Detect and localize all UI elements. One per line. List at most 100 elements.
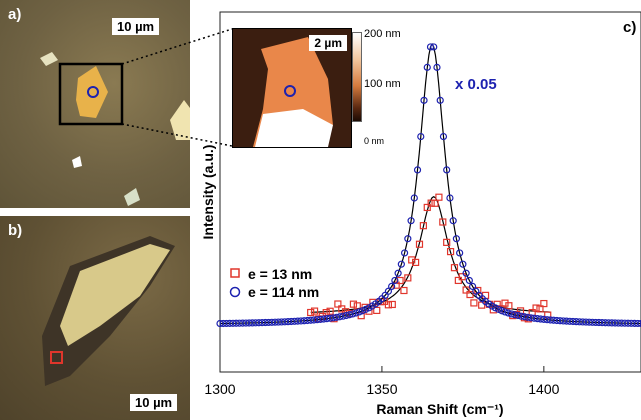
data-point-red <box>400 286 408 295</box>
data-point-blue <box>339 312 347 320</box>
data-point-red <box>470 299 478 307</box>
data-point-blue <box>517 312 525 320</box>
data-point-blue <box>498 307 506 315</box>
inset-scale-bar: 2 µm <box>309 35 347 51</box>
data-point-blue <box>355 308 363 316</box>
data-point-red <box>450 264 459 272</box>
data-point-blue <box>469 282 477 290</box>
data-point-red <box>439 218 447 226</box>
data-point-blue <box>394 269 402 277</box>
data-point-red <box>384 301 392 309</box>
colorbar-label-top: 200 nm <box>364 28 401 40</box>
data-point-blue <box>410 194 418 202</box>
thick-flake-b <box>60 244 170 346</box>
x-axis-label: Raman Shift (cm⁻¹) <box>376 401 503 417</box>
afm-flake <box>253 37 333 147</box>
data-point-red <box>419 222 427 230</box>
afm-inset: 2 µm <box>232 28 352 148</box>
panel-b-label: b) <box>8 222 23 239</box>
data-point-blue <box>507 310 516 318</box>
flake-a-3 <box>40 52 58 66</box>
data-point-blue <box>511 311 519 319</box>
data-point-blue <box>332 313 341 321</box>
data-point-red <box>431 199 439 207</box>
panel-b-flakes <box>42 236 175 386</box>
data-point-red <box>326 307 334 315</box>
data-point-red <box>478 301 486 309</box>
legend: e = 13 nm e = 114 nm <box>229 266 319 300</box>
data-point-red <box>443 238 451 246</box>
data-point-blue <box>417 132 425 141</box>
legend-marker-red <box>230 268 240 278</box>
data-point-blue <box>426 43 435 51</box>
data-point-red <box>412 258 420 267</box>
scale-annotation: x 0.05 <box>455 76 497 93</box>
data-point-blue <box>520 313 529 321</box>
data-point-red <box>532 304 540 312</box>
data-point-blue <box>637 319 641 328</box>
data-point-red <box>536 305 544 313</box>
data-point-blue <box>391 276 399 285</box>
data-point-blue <box>439 132 448 141</box>
data-point-red <box>435 193 443 201</box>
x-tick-label: 1400 <box>528 381 559 397</box>
data-point-blue <box>358 307 367 315</box>
data-point-blue <box>436 96 444 104</box>
data-point-blue <box>465 276 473 285</box>
data-point-blue <box>388 282 396 290</box>
data-point-red <box>349 300 358 308</box>
flake-a-5 <box>124 188 140 206</box>
data-point-red <box>307 308 315 317</box>
x-tick-label: 1350 <box>366 381 397 397</box>
data-point-red <box>446 247 455 256</box>
data-point-blue <box>433 63 441 71</box>
colorbar-label-mid: 100 nm <box>364 78 401 90</box>
y-axis-label: Intensity (a.u.) <box>200 145 216 240</box>
data-point-red <box>388 300 396 309</box>
data-point-blue <box>404 235 412 243</box>
data-point-blue <box>449 217 457 225</box>
data-point-blue <box>430 43 438 51</box>
data-point-red <box>505 302 513 310</box>
data-point-blue <box>514 311 522 320</box>
data-point-blue <box>407 217 415 225</box>
data-point-blue <box>329 314 337 322</box>
measurement-spot-inset <box>284 85 296 97</box>
data-point-blue <box>345 311 354 319</box>
legend-label-blue: e = 114 nm <box>248 284 319 300</box>
data-point-blue <box>494 305 503 313</box>
data-point-red <box>310 307 319 315</box>
data-point-blue <box>420 96 428 104</box>
panel-c-label: c) <box>623 19 636 36</box>
data-point-blue <box>400 249 409 257</box>
data-point-red <box>353 302 361 310</box>
data-point-red <box>396 276 404 285</box>
panel-a-label: a) <box>8 6 22 23</box>
panel-a-flakes <box>40 52 190 206</box>
zoom-box <box>58 62 124 126</box>
data-point-red <box>427 199 435 207</box>
afm-colorbar <box>352 32 362 122</box>
data-point-red <box>334 300 342 308</box>
flake-a <box>76 66 108 118</box>
legend-marker-blue <box>229 286 241 298</box>
data-point-blue <box>443 166 451 174</box>
data-point-red <box>373 306 381 315</box>
data-point-blue <box>349 310 357 318</box>
plot-frame <box>219 11 641 373</box>
colorbar-label-bottom: 0 nm <box>364 136 385 146</box>
data-point-red <box>462 286 470 294</box>
data-point-blue <box>456 249 464 257</box>
data-point-blue <box>336 313 344 321</box>
data-point-blue <box>504 309 512 317</box>
x-tick-label: 1300 <box>204 381 235 397</box>
data-point-blue <box>462 269 470 277</box>
data-point-red <box>392 281 400 289</box>
flake-a-4 <box>72 156 82 168</box>
data-point-red <box>415 240 424 248</box>
data-point-blue <box>446 194 454 202</box>
data-point-blue <box>452 235 461 243</box>
data-point-blue <box>384 287 392 295</box>
legend-label-red: e = 13 nm <box>248 266 312 282</box>
